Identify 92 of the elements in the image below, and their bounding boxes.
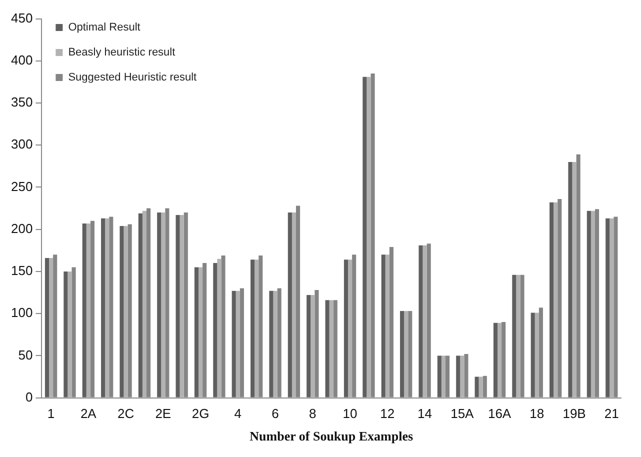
y-tick-label: 150 — [10, 263, 33, 278]
legend-label: Beasly heuristic result — [68, 46, 176, 59]
bar — [325, 300, 330, 398]
bar — [176, 215, 180, 398]
bar — [49, 258, 54, 398]
bar — [366, 76, 371, 398]
x-tick-label: 15A — [450, 406, 474, 422]
bar — [534, 312, 539, 398]
bar — [101, 218, 106, 398]
x-tick-label: 2C — [117, 406, 134, 422]
bar — [530, 312, 535, 398]
x-tick-label: 21 — [604, 406, 619, 422]
bar — [590, 210, 595, 398]
bar — [269, 290, 274, 398]
bar — [418, 245, 423, 398]
bar — [213, 263, 218, 398]
bar — [82, 223, 86, 398]
bar — [385, 254, 390, 398]
bar — [198, 267, 203, 398]
x-tick-label: 2E — [155, 406, 172, 422]
x-tick-label: 10 — [342, 406, 358, 422]
bar — [478, 376, 483, 398]
bar — [194, 267, 199, 398]
x-tick-label: 6 — [272, 406, 279, 422]
bar — [273, 290, 278, 398]
bar — [344, 260, 348, 398]
bar — [86, 223, 90, 398]
bar — [124, 226, 128, 398]
bar — [250, 260, 255, 398]
bar — [161, 212, 166, 398]
y-tick-label: 250 — [10, 178, 33, 194]
bar — [348, 260, 352, 398]
bar — [120, 226, 124, 398]
legend-label: Suggested Heuristic result — [68, 72, 197, 84]
legend-label: Optimal Result — [68, 22, 140, 34]
bar — [310, 295, 315, 398]
bar — [474, 376, 479, 398]
x-tick-label: 12 — [380, 406, 395, 422]
bar — [400, 311, 404, 398]
bar — [288, 212, 292, 398]
bar — [157, 212, 162, 398]
y-tick-label: 300 — [10, 136, 33, 152]
y-tick-label: 100 — [10, 305, 33, 320]
bar — [568, 162, 572, 398]
bar — [437, 356, 442, 398]
bar — [362, 76, 367, 398]
bar — [498, 322, 502, 398]
x-tick-label: 14 — [418, 406, 432, 422]
bar — [306, 295, 311, 398]
bar — [180, 215, 184, 398]
y-tick-label: 200 — [10, 220, 33, 236]
bar — [460, 356, 464, 398]
bar — [254, 260, 259, 398]
bar — [329, 300, 334, 398]
bar — [142, 210, 146, 398]
bar — [105, 218, 110, 398]
y-tick-label: 450 — [10, 10, 33, 26]
bar — [236, 290, 240, 398]
bar — [512, 274, 516, 398]
x-tick-label: 1 — [47, 406, 55, 422]
x-tick-label: 19B — [562, 406, 586, 422]
bar — [554, 202, 558, 398]
x-axis-title: Number of Soukup Examples — [250, 428, 414, 444]
bar — [441, 356, 446, 398]
bar — [516, 274, 520, 398]
bar — [606, 218, 610, 398]
x-tick-label: 8 — [309, 406, 316, 422]
bar — [572, 162, 576, 398]
bar — [610, 218, 614, 398]
bar — [217, 258, 222, 398]
bar — [381, 254, 386, 398]
x-tick-label: 16A — [488, 406, 512, 422]
bar — [586, 210, 591, 398]
bar — [493, 322, 498, 398]
y-tick-label: 350 — [10, 94, 33, 110]
bar — [68, 271, 72, 398]
x-tick-label: 4 — [234, 406, 242, 422]
bar — [232, 290, 236, 398]
bar — [44, 258, 50, 398]
bar — [138, 213, 142, 398]
bar — [64, 271, 68, 398]
bar — [422, 245, 427, 398]
y-tick-label: 50 — [18, 347, 33, 362]
bar — [292, 212, 296, 398]
y-tick-label: 0 — [25, 389, 33, 404]
bar — [456, 356, 460, 398]
bar — [404, 311, 408, 398]
y-tick-label: 400 — [10, 52, 33, 68]
bar — [550, 202, 554, 398]
x-tick-label: 2A — [80, 406, 97, 422]
x-tick-label: 18 — [530, 406, 544, 422]
x-tick-label: 2G — [192, 406, 210, 422]
